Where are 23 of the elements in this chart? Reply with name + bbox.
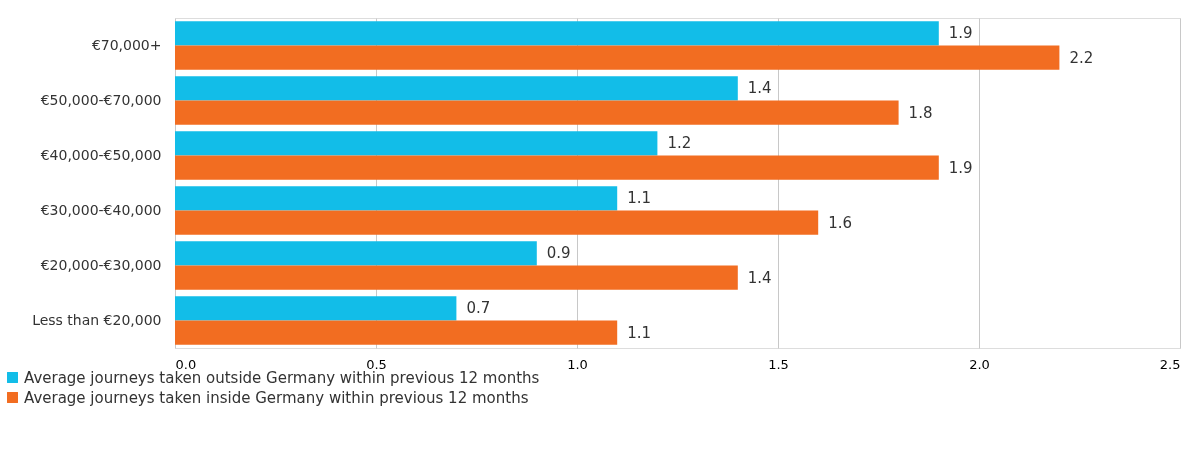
x-tick-label: 2.5 <box>1159 356 1181 372</box>
data-label: 1.9 <box>948 158 973 177</box>
data-label: 2.2 <box>1069 48 1094 67</box>
y-tick-label: €40,000-€50,000 <box>40 146 162 163</box>
x-tick-label: 1.0 <box>567 356 588 372</box>
data-label: 1.6 <box>828 213 853 232</box>
y-tick-label: €30,000-€40,000 <box>40 201 162 218</box>
y-tick-label: €20,000-€30,000 <box>40 256 162 273</box>
data-label: 1.4 <box>747 79 772 98</box>
y-tick-label: €50,000-€70,000 <box>40 91 162 108</box>
y-tick-label: €70,000+ <box>91 36 162 53</box>
data-label: 0.9 <box>546 244 571 263</box>
x-tick-label: 2.0 <box>969 356 990 372</box>
y-tick-label: Less than €20,000 <box>32 311 162 328</box>
data-label: 1.9 <box>948 24 973 43</box>
data-label: 1.1 <box>627 323 652 342</box>
data-label: 0.7 <box>466 299 491 318</box>
x-tick-label: 1.5 <box>768 356 789 372</box>
legend-label: Average journeys taken inside Germany within previous 12 months <box>24 388 529 407</box>
data-label: 1.4 <box>747 268 772 287</box>
data-label: 1.8 <box>908 103 933 122</box>
data-label: 1.2 <box>667 134 692 153</box>
data-label: 1.1 <box>627 189 652 208</box>
